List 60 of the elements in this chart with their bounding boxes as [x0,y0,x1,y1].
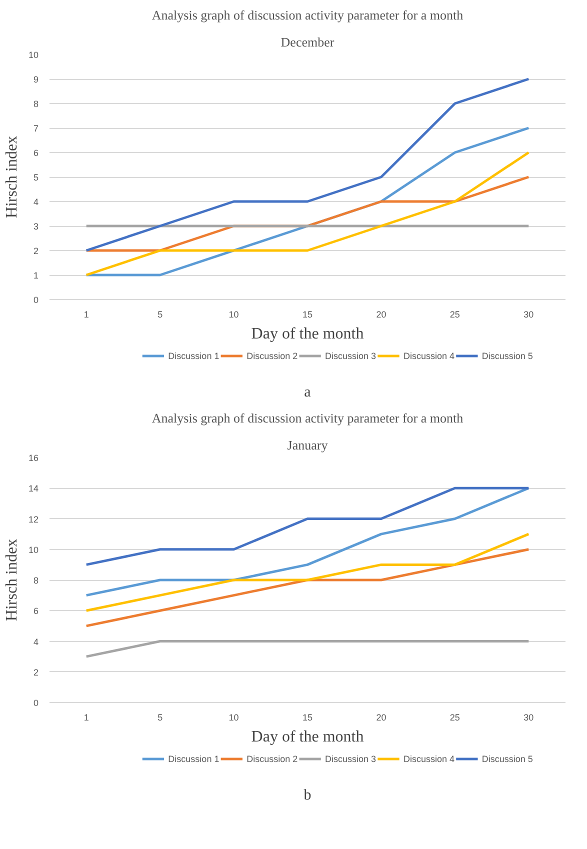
y-tick-label: 0 [33,295,39,305]
y-tick-label: 6 [33,148,39,158]
y-tick-label: 12 [28,514,39,524]
chart-subtitle: December [280,34,335,50]
x-tick-label: 1 [84,310,89,320]
text: b [304,788,312,804]
y-tick-label: 10 [28,544,39,555]
y-tick-label: 2 [33,246,39,256]
x-tick-label: 10 [228,310,239,320]
legend-label: Discussion 3 [325,754,376,764]
x-tick-label: 15 [302,712,313,722]
legend-label: Discussion 2 [246,350,298,361]
legend-label: Discussion 3 [325,350,376,361]
chart-title: Analysis graph of discussion activity parameter for a month [152,8,464,22]
x-tick-label: 1 [84,712,89,722]
line-series [85,486,530,566]
x-axis-title: Day of the month [251,326,364,342]
y-tick-label: 0 [33,698,39,708]
y-tick-label: 4 [33,636,39,647]
y-tick-label: 8 [33,99,39,109]
line-series [85,486,530,597]
x-tick-label: 30 [524,712,534,722]
line-series [85,78,530,252]
y-tick-label: 10 [28,50,39,60]
y-tick-label: 4 [33,197,39,207]
y-tick-label: 16 [28,453,39,463]
legend-label: Discussion 4 [403,754,455,764]
y-tick-label: 9 [33,74,39,84]
y-axis-title: Hirsch index [3,136,20,218]
y-tick-label: 8 [33,576,39,586]
x-tick-label: 20 [376,712,386,722]
x-axis-title: Day of the month [251,728,364,746]
line-series [85,548,530,628]
legend-label: Discussion 4 [403,350,455,361]
y-tick-label: 6 [33,606,39,616]
legend-label: Discussion 2 [246,754,298,764]
chart-title: Analysis graph of discussion activity parameter for a month [152,410,464,426]
x-tick-label: 5 [158,310,163,320]
y-tick-label: 1 [33,270,39,280]
y-tick-label: 2 [33,667,39,678]
y-tick-label: 3 [33,222,39,232]
y-tick-label: 7 [33,124,39,134]
y-axis-title: Hirsch index [3,538,20,622]
x-tick-label: 5 [158,712,163,722]
y-tick-label: 14 [28,484,39,494]
x-tick-label: 30 [524,310,534,320]
x-tick-label: 10 [228,712,239,722]
line-series [85,532,530,612]
x-tick-label: 20 [376,310,386,320]
chart-subtitle: January [287,438,328,452]
legend-label: Discussion 1 [168,754,220,764]
y-tick-label: 5 [33,172,39,182]
x-tick-label: 15 [302,310,313,320]
line-series [85,151,530,276]
text: a [304,384,312,401]
x-tick-label: 25 [450,310,460,320]
legend-label: Discussion 1 [168,350,220,361]
x-tick-label: 25 [450,712,460,722]
legend-label: Discussion 5 [482,754,533,764]
legend-label: Discussion 5 [482,350,533,361]
